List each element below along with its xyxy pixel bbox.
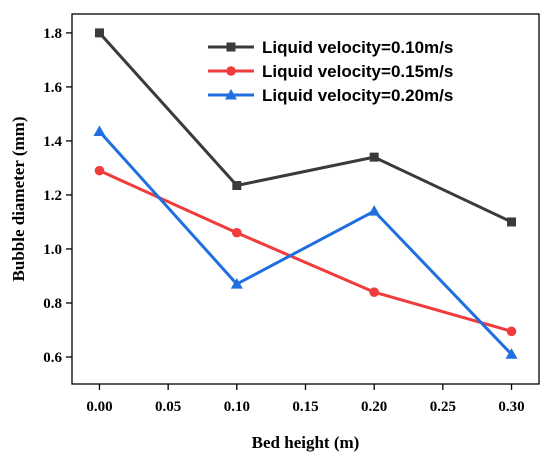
data-point [505, 348, 518, 359]
legend-item: Liquid velocity=0.15m/s [208, 62, 453, 81]
x-tick-label: 0.20 [361, 399, 387, 415]
plot-frame [71, 13, 540, 385]
data-point [368, 205, 381, 216]
data-point [225, 89, 237, 100]
series-line [98, 31, 513, 224]
series-line [98, 169, 512, 333]
data-point [369, 152, 379, 162]
y-tick-label: 1.2 [43, 188, 62, 204]
series-line [98, 130, 513, 356]
x-tick-label: 0.00 [86, 399, 112, 415]
series-circle [94, 165, 517, 337]
y-tick-label: 1.8 [43, 26, 62, 42]
y-tick-label: 1.0 [43, 242, 62, 258]
data-point [369, 287, 379, 297]
series-triangle [93, 125, 518, 359]
x-axis-title: Bed height (m) [252, 433, 360, 452]
x-tick-label: 0.30 [498, 399, 524, 415]
series-layer [93, 28, 518, 359]
legend: Liquid velocity=0.10m/s Liquid velocity=0… [208, 38, 453, 105]
x-tick-label: 0.15 [292, 399, 318, 415]
legend-item: Liquid velocity=0.10m/s [208, 38, 453, 57]
y-tick-label: 0.8 [43, 296, 62, 312]
data-point [230, 278, 243, 289]
x-tick-label: 0.25 [430, 399, 456, 415]
y-tick-label: 0.6 [43, 350, 62, 366]
y-tick-label: 1.6 [43, 80, 62, 96]
legend-label: Liquid velocity=0.20m/s [262, 86, 453, 105]
x-tick-label: 0.05 [155, 399, 181, 415]
data-point [226, 42, 236, 52]
y-tick-label: 1.4 [43, 134, 62, 150]
data-point [94, 28, 104, 38]
legend-label: Liquid velocity=0.15m/s [262, 62, 453, 81]
data-point [232, 227, 242, 238]
data-point [94, 165, 105, 176]
data-point [226, 66, 236, 76]
data-point [507, 217, 517, 227]
y-axis-title: Bubble diameter (mm) [9, 117, 28, 282]
legend-label: Liquid velocity=0.10m/s [262, 38, 453, 57]
axis-ticks: 0.00 0.05 0.10 0.15 0.20 0.25 0.30 0.6 0.8 1.0 1.2… [43, 26, 524, 415]
data-point [93, 125, 106, 136]
legend-item: Liquid velocity=0.20m/s [208, 86, 453, 105]
x-tick-label: 0.10 [224, 399, 250, 415]
data-point [232, 180, 242, 190]
data-point [506, 326, 517, 337]
series-square [94, 28, 517, 227]
